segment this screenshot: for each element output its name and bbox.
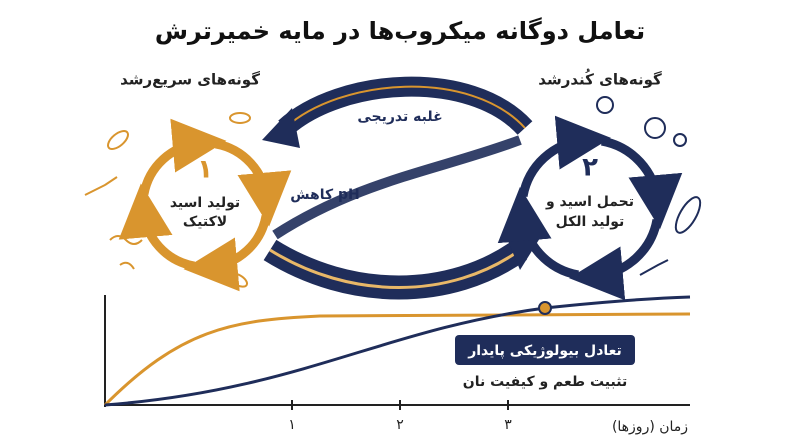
cycle-arc — [183, 214, 271, 292]
graph — [103, 295, 691, 410]
cycle-arc — [118, 183, 196, 271]
cycle-arc — [600, 136, 683, 229]
tick-label: ۳ — [504, 417, 512, 433]
arrows — [262, 76, 540, 300]
caption: تثبیت طعم و کیفیت نان — [463, 374, 627, 390]
tick-label: ۲ — [396, 417, 404, 433]
microbes — [84, 112, 251, 288]
cycle-arc — [518, 115, 611, 198]
microbes — [596, 96, 702, 276]
cycle-text: تحمل اسید و — [545, 194, 634, 210]
tick-label: ۱ — [288, 417, 296, 433]
cycle-text: لاکتیک — [183, 214, 227, 230]
title: تعامل دوگانه میکروب‌ها در مایه خمیرترش — [155, 17, 645, 45]
arrow-label: کاهش pH — [290, 187, 360, 203]
axis-label: زمان (روزها) — [612, 419, 688, 435]
group-label: گونه‌های سریع‌رشد — [120, 71, 260, 89]
cycle-text: تولید الکل — [556, 214, 625, 230]
cycle-arc — [497, 187, 580, 280]
cycle-arc — [569, 218, 662, 301]
group-label: گونه‌های کُندرشد — [538, 69, 662, 89]
cycle-arc — [139, 118, 227, 196]
cycle-arc — [214, 139, 292, 227]
cycle-number: ۱ — [197, 155, 213, 185]
cycle-text: تولید اسید — [170, 195, 240, 211]
cycles — [118, 115, 683, 301]
badge: تعادل بیولوژیکی پایدار — [467, 343, 622, 359]
arrow-label: غلبه تدریجی — [357, 109, 442, 125]
cycle-number: ۲ — [582, 153, 598, 183]
